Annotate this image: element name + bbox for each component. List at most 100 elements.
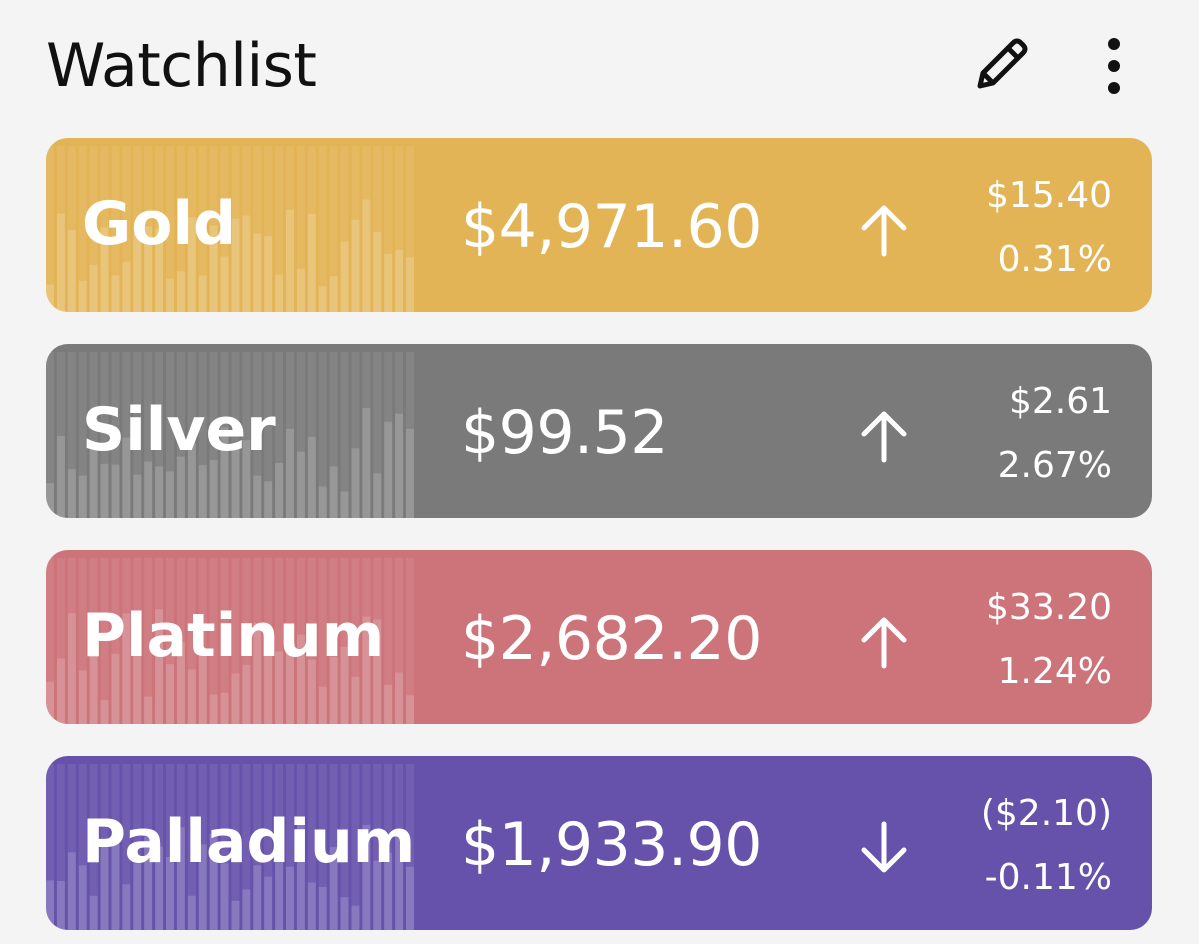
- watchlist-item-silver[interactable]: Silver $99.52 $2.61 2.67%: [46, 344, 1152, 518]
- spark-bar: [155, 846, 164, 930]
- spark-column: [351, 146, 360, 312]
- spark-bar: [56, 658, 65, 724]
- spark-column: [176, 352, 185, 518]
- spark-column: [144, 146, 153, 312]
- spark-column: [242, 764, 251, 930]
- spark-column: [318, 764, 327, 930]
- more-options-button[interactable]: [1092, 32, 1136, 96]
- spark-bar: [296, 451, 305, 518]
- spark-column: [100, 352, 109, 518]
- spark-column: [122, 352, 131, 518]
- spark-bar: [406, 695, 414, 724]
- asset-name: Silver: [82, 395, 276, 465]
- spark-bar: [220, 692, 229, 724]
- spark-bar: [220, 256, 229, 312]
- spark-bar: [286, 647, 294, 724]
- spark-column: [198, 352, 207, 518]
- watchlist-item-palladium[interactable]: Palladium $1,933.90 ($2.10) -0.11%: [46, 756, 1152, 930]
- spark-column: [406, 146, 414, 312]
- spark-bar: [46, 880, 54, 930]
- spark-bar: [89, 622, 98, 724]
- spark-bar: [351, 448, 360, 518]
- spark-bar: [275, 274, 284, 312]
- spark-column: [329, 146, 338, 312]
- spark-bar: [89, 895, 98, 930]
- spark-column: [209, 558, 218, 724]
- spark-bar: [155, 228, 164, 312]
- spark-column: [406, 764, 414, 930]
- spark-bar: [144, 226, 153, 312]
- spark-bar: [133, 232, 142, 312]
- edit-button[interactable]: [970, 32, 1034, 96]
- spark-bar: [111, 843, 120, 930]
- spark-column: [220, 146, 229, 312]
- spark-column: [166, 558, 174, 724]
- watchlist-item-platinum[interactable]: Platinum $2,682.20 $33.20 1.24%: [46, 550, 1152, 724]
- spark-bar: [307, 213, 316, 312]
- spark-bar: [56, 880, 65, 930]
- spark-column: [362, 558, 371, 724]
- spark-bar: [351, 219, 360, 312]
- change-percent: 1.24%: [997, 651, 1112, 692]
- spark-column: [220, 558, 229, 724]
- spark-bar: [340, 646, 349, 724]
- spark-bar: [67, 613, 76, 724]
- spark-bar: [340, 897, 349, 930]
- spark-column: [111, 764, 120, 930]
- spark-bar: [176, 271, 185, 312]
- spark-bar: [373, 232, 382, 312]
- spark-column: [67, 764, 76, 930]
- spark-bar: [286, 209, 294, 312]
- spark-bar: [329, 466, 338, 518]
- spark-column: [296, 352, 305, 518]
- spark-bar: [264, 631, 273, 724]
- spark-bar: [362, 824, 371, 930]
- spark-bar: [318, 886, 327, 930]
- spark-bar: [296, 634, 305, 724]
- spark-bar: [242, 664, 251, 724]
- spark-column: [209, 352, 218, 518]
- spark-bar: [329, 276, 338, 312]
- spark-bar: [384, 253, 393, 312]
- spark-column: [253, 146, 262, 312]
- spark-column: [275, 764, 284, 930]
- spark-column: [264, 352, 273, 518]
- spark-bar: [307, 436, 316, 518]
- asset-price: $1,933.90: [461, 810, 762, 880]
- spark-bar: [122, 884, 131, 930]
- arrow-up-icon: [861, 617, 907, 669]
- spark-bar: [209, 459, 218, 518]
- arrow-down-icon: [861, 821, 907, 873]
- spark-column: [89, 146, 98, 312]
- spark-column: [373, 352, 382, 518]
- spark-column: [133, 146, 142, 312]
- spark-bar: [406, 428, 414, 518]
- spark-bar: [406, 257, 414, 312]
- spark-column: [275, 146, 284, 312]
- spark-column: [395, 352, 404, 518]
- spark-column: [78, 352, 87, 518]
- spark-column: [296, 558, 305, 724]
- spark-column: [395, 146, 404, 312]
- spark-column: [373, 764, 382, 930]
- spark-column: [122, 146, 131, 312]
- spark-bar: [78, 670, 87, 724]
- spark-bar: [187, 895, 196, 930]
- spark-bar: [362, 616, 371, 724]
- spark-column: [89, 558, 98, 724]
- spark-column: [209, 146, 218, 312]
- watchlist-item-gold[interactable]: Gold $4,971.60 $15.40 0.31%: [46, 138, 1152, 312]
- spark-bar: [78, 865, 87, 930]
- spark-column: [209, 764, 218, 930]
- spark-bar: [362, 199, 371, 312]
- spark-column: [78, 146, 87, 312]
- spark-column: [231, 558, 240, 724]
- spark-bar: [46, 681, 54, 724]
- spark-column: [231, 146, 240, 312]
- spark-column: [46, 352, 54, 518]
- spark-bar: [122, 613, 131, 724]
- sparkline-background: [46, 764, 414, 930]
- spark-column: [384, 352, 393, 518]
- spark-column: [78, 558, 87, 724]
- spark-bar: [100, 841, 109, 930]
